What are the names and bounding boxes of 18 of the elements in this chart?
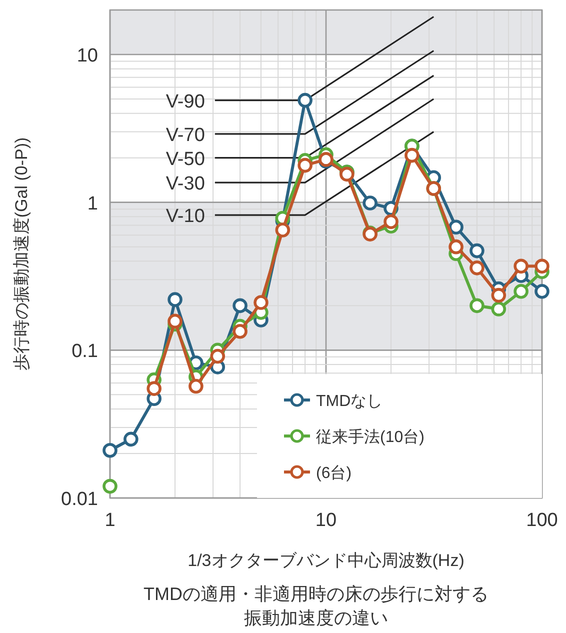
y-tick-label: 0.01 bbox=[61, 489, 98, 510]
y-tick-label: 0.1 bbox=[72, 341, 98, 362]
y-tick-label: 1 bbox=[87, 193, 98, 214]
x-axis-title: 1/3オクターブバンド中心周波数(Hz) bbox=[188, 551, 464, 570]
series-label: V-70 bbox=[166, 124, 205, 146]
title: TMDの適用・非適用時の床の歩行に対する振動加速度の違い bbox=[142, 583, 490, 630]
y-tick-label: 10 bbox=[76, 46, 98, 66]
legend-label: TMDなし bbox=[316, 393, 383, 410]
x-tick-label: 100 bbox=[526, 510, 558, 531]
series-label: V-50 bbox=[166, 148, 205, 170]
legend-label: (6台) bbox=[316, 464, 352, 482]
series-label: V-30 bbox=[166, 174, 205, 195]
series-label: V-10 bbox=[166, 206, 205, 228]
x-tick-label: 1 bbox=[104, 510, 116, 531]
series-label: V-90 bbox=[166, 91, 205, 112]
x-tick-label: 10 bbox=[315, 510, 337, 531]
y-axis-title: 歩行時の振動加速度(Gal (0-P)) bbox=[12, 137, 31, 371]
legend-label: 従来手法(10台) bbox=[316, 428, 424, 446]
